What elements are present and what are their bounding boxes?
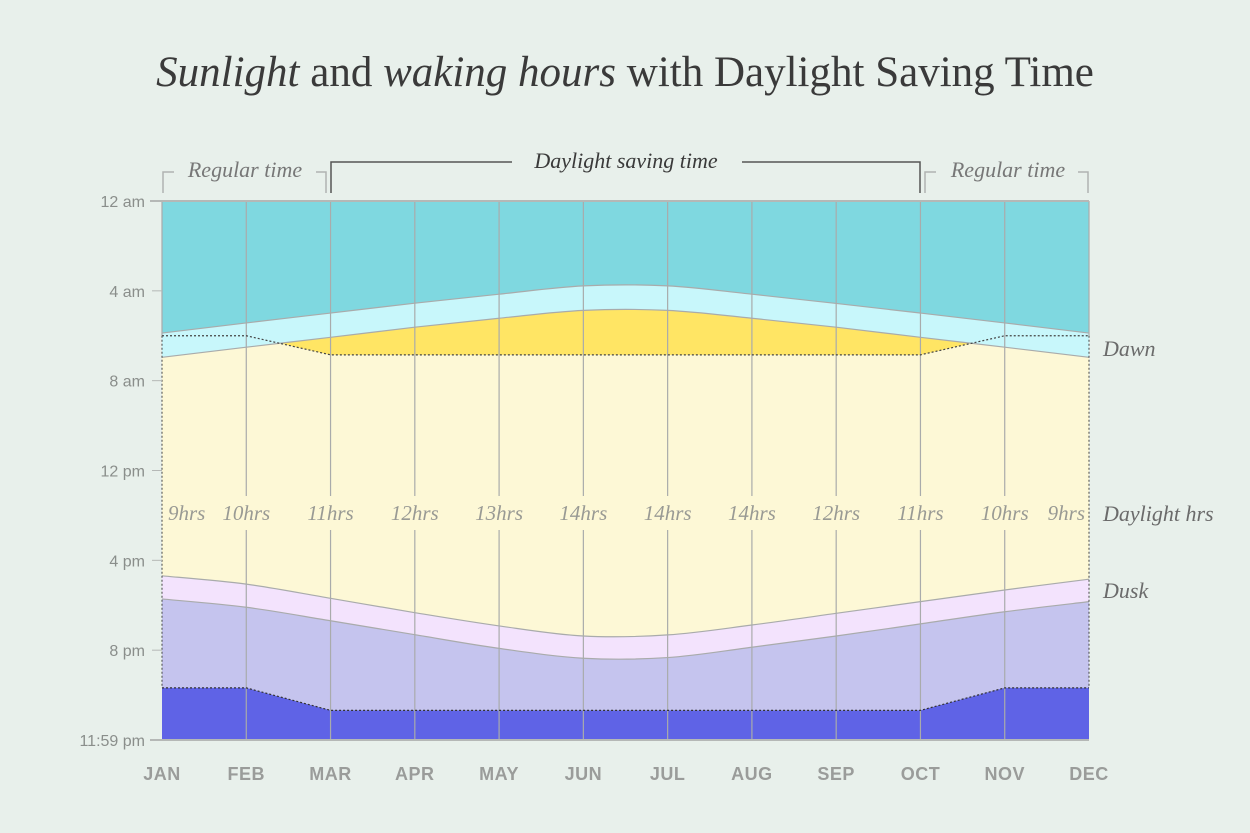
chart-title: Sunlight and waking hours with Daylight … bbox=[0, 48, 1250, 97]
regular-time-bracket-right bbox=[1078, 171, 1089, 193]
daylight-hours-label: 14hrs bbox=[728, 501, 776, 525]
wake-line bbox=[162, 335, 1089, 356]
y-tick-label: 12 pm bbox=[101, 464, 145, 481]
daylight-hours-label: 9hrs bbox=[1048, 501, 1085, 525]
daylight-hours-label: 10hrs bbox=[222, 501, 270, 525]
daylight-hours-label: 14hrs bbox=[559, 501, 607, 525]
curve-twilight-start bbox=[161, 284, 1090, 334]
evening-dark-area bbox=[162, 598, 1089, 740]
daylight-hrs-label: Daylight hrs bbox=[1102, 501, 1214, 526]
month-label: JUL bbox=[650, 764, 686, 784]
regular-time-label: Regular time bbox=[187, 157, 302, 182]
y-tick-label: 4 am bbox=[109, 284, 145, 301]
dst-bracket bbox=[330, 161, 512, 193]
dst-label: Daylight saving time bbox=[533, 148, 718, 173]
y-tick-label: 11:59 pm bbox=[79, 733, 145, 750]
y-tick-label: 8 am bbox=[109, 374, 145, 391]
y-tick-label: 8 pm bbox=[109, 643, 145, 660]
daylight-hours-label: 12hrs bbox=[391, 501, 439, 525]
regular-time-bracket-left bbox=[162, 171, 174, 193]
regular-time-bracket-left bbox=[316, 171, 327, 193]
sleep-line bbox=[162, 687, 1089, 711]
dusk-label: Dusk bbox=[1102, 578, 1149, 603]
title-sunlight: Sunlight bbox=[156, 49, 300, 96]
asleep-night-area bbox=[162, 687, 1089, 740]
title-rest: with Daylight Saving Time bbox=[616, 49, 1094, 96]
title-waking-hours: waking hours bbox=[383, 49, 617, 96]
curve-dusk-end bbox=[161, 598, 1090, 660]
daylight-hours-label: 9hrs bbox=[168, 501, 205, 525]
month-label: JUN bbox=[565, 764, 603, 784]
daylight-hours-label: 11hrs bbox=[307, 501, 353, 525]
curve-sunset bbox=[161, 575, 1090, 638]
month-label: APR bbox=[395, 764, 435, 784]
dawn-label: Dawn bbox=[1102, 336, 1156, 361]
regular-time-label: Regular time bbox=[950, 157, 1065, 182]
daylight-hours-label: 11hrs bbox=[897, 501, 943, 525]
daylight-hours-label: 14hrs bbox=[644, 501, 692, 525]
y-tick-label: 12 am bbox=[101, 194, 145, 211]
month-label: JAN bbox=[143, 764, 181, 784]
y-tick-label: 4 pm bbox=[109, 553, 145, 570]
regular-time-bracket-right bbox=[924, 171, 936, 193]
month-label: MAR bbox=[309, 764, 352, 784]
month-label: DEC bbox=[1069, 764, 1109, 784]
daylight-hours-label: 10hrs bbox=[981, 501, 1029, 525]
dst-bracket bbox=[742, 161, 921, 193]
daylight-hours-label: 12hrs bbox=[812, 501, 860, 525]
month-label: AUG bbox=[731, 764, 773, 784]
month-label: SEP bbox=[817, 764, 855, 784]
month-label: NOV bbox=[984, 764, 1025, 784]
title-and: and bbox=[299, 49, 384, 96]
month-label: OCT bbox=[901, 764, 941, 784]
daylight-hours-label: 13hrs bbox=[475, 501, 523, 525]
month-label: FEB bbox=[228, 764, 266, 784]
month-label: MAY bbox=[479, 764, 519, 784]
curve-sunrise bbox=[161, 308, 1090, 358]
